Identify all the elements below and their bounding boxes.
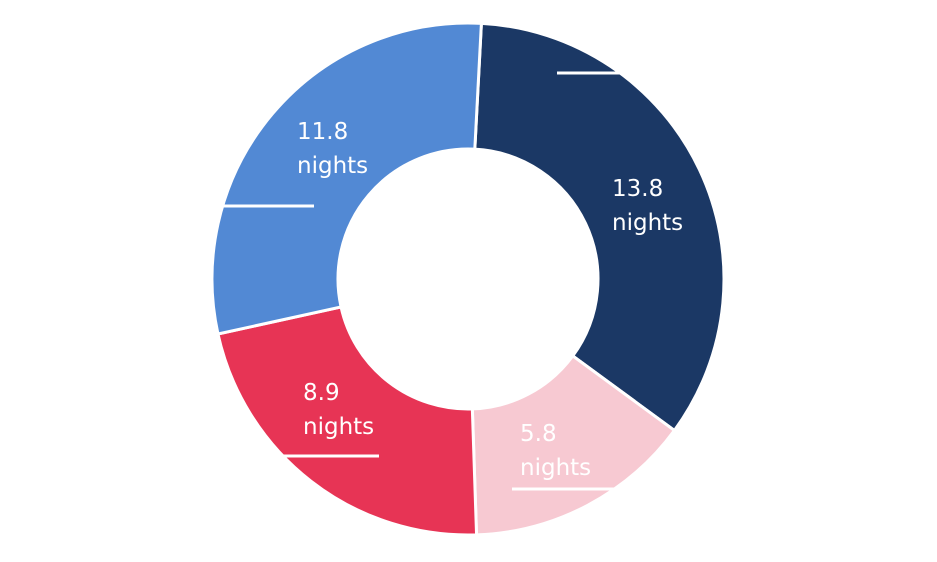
donut-slice-1: [473, 21, 726, 433]
slice-label-1: 13.8 nights: [612, 176, 683, 236]
labels-group: 13.8 nights 5.8 nights 8.9 nights 11.8 nights: [297, 119, 683, 481]
slice-label-4: 11.8 nights: [297, 119, 368, 179]
slice-label-3: 8.9 nights: [303, 380, 374, 440]
slice-unit-1: nights: [612, 210, 683, 236]
slice-value-3: 8.9: [303, 380, 340, 406]
underlines-group: [223, 71, 625, 491]
slice-unit-4: nights: [297, 153, 368, 179]
slice-unit-2: nights: [520, 455, 591, 481]
slice-value-4: 11.8: [297, 119, 348, 145]
donut-slice-4: [210, 21, 483, 336]
slice-label-2: 5.8 nights: [520, 421, 591, 481]
donut-slice-3: [216, 305, 479, 537]
slice-value-1: 13.8: [612, 176, 663, 202]
slices-group: [210, 21, 726, 537]
slice-unit-3: nights: [303, 414, 374, 440]
slice-value-2: 5.8: [520, 421, 557, 447]
